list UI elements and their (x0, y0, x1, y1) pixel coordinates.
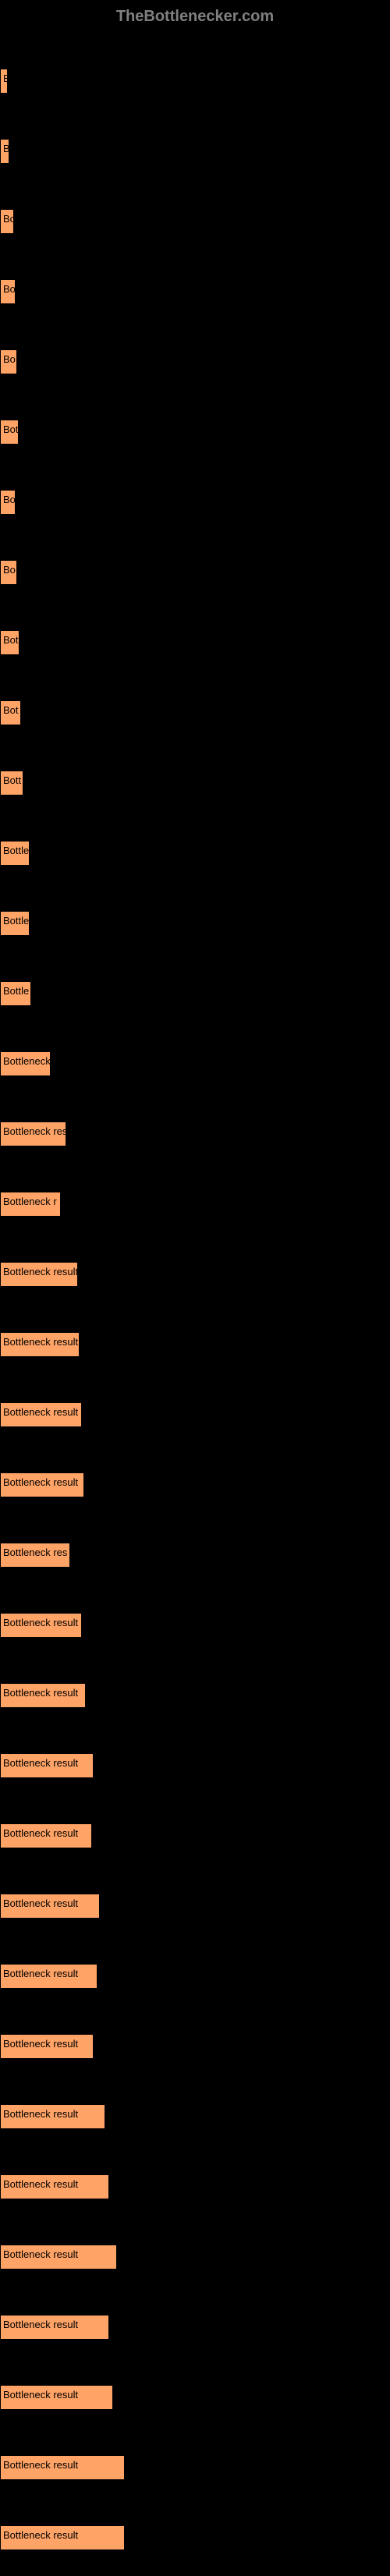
bar-label: Bottleneck res (3, 1547, 67, 1558)
bar-label: Bottleneck result (3, 2459, 78, 2471)
bar-row: Bottleneck result (0, 1367, 390, 1437)
bar-label: Bo (3, 353, 16, 365)
bar-label: Bot (3, 423, 19, 435)
bar-row: Bottleneck result (0, 1437, 390, 1508)
bar-row: Bottleneck result (0, 1788, 390, 1858)
header-title: TheBottlenecker.com (116, 8, 274, 25)
bar-label: Bottleneck result (3, 1897, 78, 1909)
bar-label: Bottle (3, 845, 29, 856)
bar-row: Bottleneck r (0, 1157, 390, 1227)
bar-label: Bott (3, 774, 21, 786)
bar-row: Bottleneck result (0, 2069, 390, 2139)
bar-row: Bot (0, 384, 390, 455)
bar-label: Bottleneck result (3, 1757, 78, 1769)
bar-label: Bottleneck res (3, 1125, 67, 1137)
bar-label: Bottleneck result (3, 2108, 78, 2120)
bar-row: B (0, 34, 390, 104)
bar-row: Bottleneck result (0, 1227, 390, 1297)
bar-label: Bo (3, 494, 16, 505)
bar-label: Bottleneck result (3, 2529, 78, 2541)
bar-row: B (0, 104, 390, 174)
bar-row: Bo (0, 174, 390, 244)
bar-row: Bott (0, 735, 390, 806)
bar-row: Bottleneck result (0, 1297, 390, 1367)
bar-row: Bottle (0, 946, 390, 1016)
bar-label: Bottleneck result (3, 1687, 78, 1699)
bar-label: Bottleneck r (3, 1196, 57, 1207)
bar-row: Bottleneck result (0, 2420, 390, 2490)
bar-label: B (3, 143, 10, 154)
bar-label: Bottleneck result (3, 2178, 78, 2190)
bar-row: Bottleneck result (0, 1648, 390, 1718)
bar-row: Bottleneck result (0, 1929, 390, 1999)
bar-label: Bot (3, 634, 19, 646)
bar-label: B (3, 73, 9, 84)
bar-row: Bottleneck result (0, 1578, 390, 1648)
bar-label: Bottleneck result (3, 1827, 78, 1839)
bar-label: Bottleneck result (3, 1617, 78, 1628)
bar-row: Bottleneck (0, 1016, 390, 1086)
bar-row: Bottleneck result (0, 1718, 390, 1788)
bar-label: Bottleneck result (3, 1406, 78, 1418)
bar-row: Bo (0, 455, 390, 525)
bar-row: Bot (0, 665, 390, 735)
bar-row: Bottleneck result (0, 1858, 390, 1929)
header: TheBottlenecker.com (0, 0, 390, 34)
bar-label: Bot (3, 704, 19, 716)
bar-label: Bottleneck result (3, 2038, 78, 2050)
bar-row: Bo (0, 244, 390, 314)
bar-row: Bottleneck result (0, 2490, 390, 2560)
bar-label: Bottleneck result (3, 1336, 78, 1348)
bar-label: Bottleneck result (3, 2389, 78, 2401)
bar-label: Bottle (3, 985, 29, 997)
bar-label: Bottleneck result (3, 1476, 78, 1488)
bar-row: Bot (0, 595, 390, 665)
bar-row: Bottleneck res (0, 1508, 390, 1578)
bar-row: Bottleneck result (0, 2139, 390, 2209)
bar-row: Bottleneck result (0, 2209, 390, 2280)
bar-row: Bottle (0, 806, 390, 876)
bar-row: Bo (0, 314, 390, 384)
chart-container: B B Bo Bo Bo Bot Bo Bo Bot Bot Bott Bottle Bottle Bot… (0, 34, 390, 2576)
bar-label: Bo (3, 213, 16, 225)
bar-row: Bottleneck result (0, 2280, 390, 2350)
bar-label: Bo (3, 564, 16, 576)
bar-row: Bottle (0, 876, 390, 946)
bar-row: Bo (0, 525, 390, 595)
bar-label: Bottleneck result (3, 1266, 78, 1277)
bar-row: Bottleneck result (0, 2350, 390, 2420)
bar-row: Bottleneck res (0, 1086, 390, 1157)
bar-label: Bottleneck result (3, 2248, 78, 2260)
bar-label: Bottleneck (3, 1055, 51, 1067)
bar-label: Bottleneck result (3, 1968, 78, 1979)
bar-row: Bottleneck result (0, 1999, 390, 2069)
bar-label: Bo (3, 283, 16, 295)
bar-label: Bottle (3, 915, 29, 927)
bar-label: Bottleneck result (3, 2319, 78, 2330)
